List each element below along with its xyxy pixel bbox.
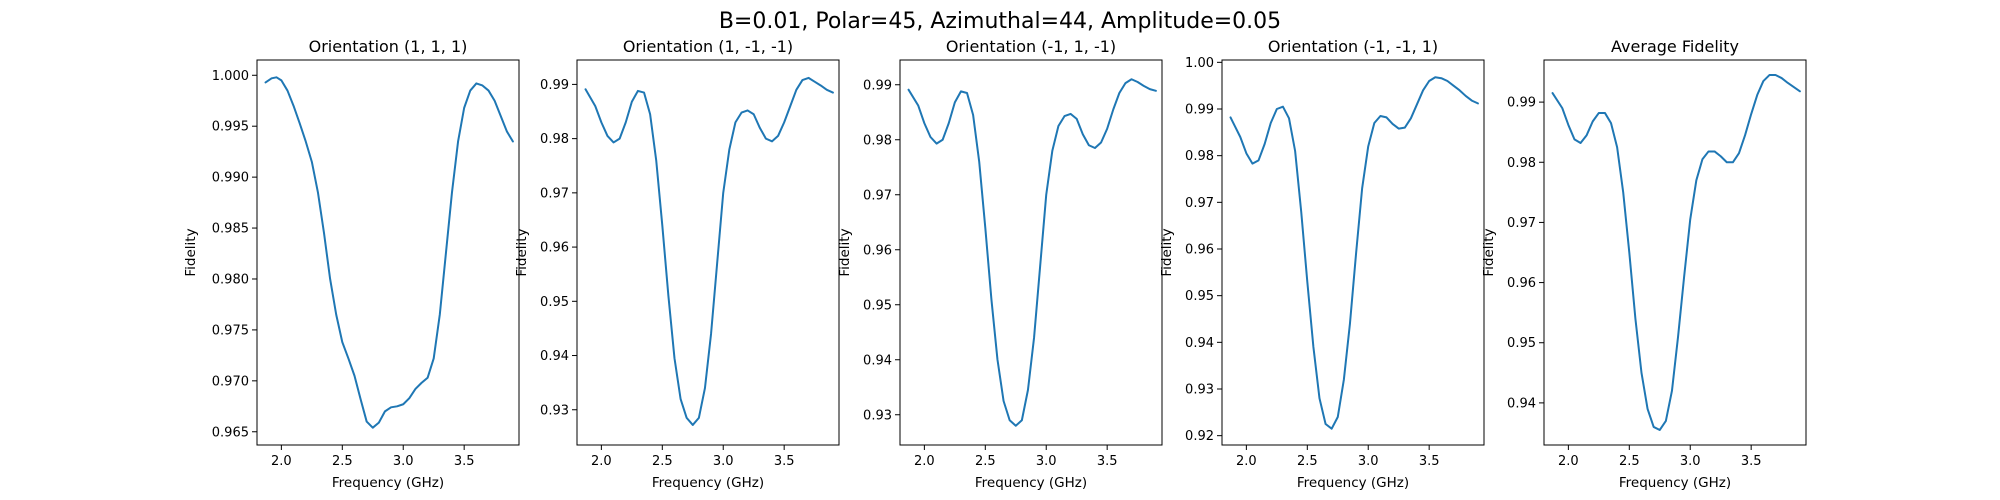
y-tick-label: 0.995 xyxy=(212,120,249,135)
subplot-orientation-111: Orientation (1, 1, 1) 2.0 2.5 3.0 3.5 0.965 0.… xyxy=(183,37,520,491)
x-tick-label: 3.0 xyxy=(1036,454,1057,469)
y-axis-label: Fidelity xyxy=(1159,228,1175,276)
plot-frame xyxy=(1543,59,1807,446)
x-tick-label: 2.5 xyxy=(1619,454,1640,469)
y-axis-label: Fidelity xyxy=(1481,228,1497,276)
figure-suptitle: B=0.01, Polar=45, Azimuthal=44, Amplitud… xyxy=(719,9,1281,34)
subplot-orientation-m1-m1-1: Orientation (-1, -1, 1) 2.0 2.5 3.0 3.5 0.92 0… xyxy=(1159,37,1485,491)
y-tick-label: 0.97 xyxy=(1507,216,1536,231)
y-tick-label: 0.95 xyxy=(863,298,892,313)
y-tick-label: 0.94 xyxy=(1507,396,1536,411)
x-tick-label: 2.5 xyxy=(975,454,996,469)
y-tick-label: 0.97 xyxy=(540,186,569,201)
y-tick-label: 0.94 xyxy=(863,353,892,368)
x-axis-label: Frequency (GHz) xyxy=(652,475,764,491)
y-tick-label: 0.92 xyxy=(1185,429,1214,444)
y-tick-label: 1.000 xyxy=(212,69,249,84)
subplot-title: Orientation (-1, 1, -1) xyxy=(946,37,1116,56)
y-tick-label: 0.99 xyxy=(863,78,892,93)
y-tick-label: 0.93 xyxy=(540,403,569,418)
plot-frame xyxy=(1221,59,1485,446)
x-axis-label: Frequency (GHz) xyxy=(332,475,444,491)
series-line xyxy=(1229,76,1479,430)
plot-frame xyxy=(576,59,840,446)
y-tick-label: 0.975 xyxy=(212,323,249,338)
y-tick-label: 0.96 xyxy=(1185,243,1214,258)
y-tick-label: 0.98 xyxy=(1185,149,1214,164)
y-tick-label: 0.990 xyxy=(212,171,249,186)
series-line xyxy=(1551,74,1801,431)
x-tick-label: 2.5 xyxy=(652,454,673,469)
x-tick-label: 2.0 xyxy=(591,454,612,469)
y-tick-label: 0.980 xyxy=(212,272,249,287)
y-tick-label: 0.98 xyxy=(1507,156,1536,171)
x-tick-label: 3.5 xyxy=(1741,454,1762,469)
y-tick-label: 0.94 xyxy=(540,349,569,364)
y-tick-label: 0.95 xyxy=(540,295,569,310)
x-tick-label: 2.0 xyxy=(1558,454,1579,469)
subplot-title: Orientation (1, 1, 1) xyxy=(309,37,468,56)
y-tick-label: 0.99 xyxy=(540,78,569,93)
x-tick-label: 3.5 xyxy=(454,454,475,469)
plot-frame xyxy=(899,59,1163,446)
x-tick-label: 3.0 xyxy=(1358,454,1379,469)
series-line xyxy=(907,78,1157,427)
x-tick-label: 3.5 xyxy=(1419,454,1440,469)
x-axis-label: Frequency (GHz) xyxy=(1619,475,1731,491)
x-tick-label: 2.0 xyxy=(271,454,292,469)
x-tick-label: 2.0 xyxy=(1236,454,1257,469)
y-axis-label: Fidelity xyxy=(514,228,530,276)
y-tick-label: 0.97 xyxy=(1185,196,1214,211)
subplot-orientation-m1-1-m1: Orientation (-1, 1, -1) 2.0 2.5 3.0 3.5 0.93 0… xyxy=(837,37,1163,491)
y-tick-label: 0.94 xyxy=(1185,336,1214,351)
y-tick-label: 0.96 xyxy=(863,243,892,258)
series-line xyxy=(264,76,514,429)
x-tick-label: 3.0 xyxy=(393,454,414,469)
y-tick-label: 0.97 xyxy=(863,188,892,203)
subplot-grid: Orientation (1, 1, 1) 2.0 2.5 3.0 3.5 0.965 0.… xyxy=(183,37,1807,491)
y-tick-label: 0.96 xyxy=(1507,276,1536,291)
x-tick-label: 3.5 xyxy=(774,454,795,469)
x-tick-label: 3.0 xyxy=(713,454,734,469)
y-tick-label: 0.98 xyxy=(863,133,892,148)
y-tick-label: 0.98 xyxy=(540,132,569,147)
x-axis-label: Frequency (GHz) xyxy=(975,475,1087,491)
y-tick-label: 0.93 xyxy=(863,408,892,423)
subplot-title: Orientation (1, -1, -1) xyxy=(623,37,793,56)
subplot-title: Average Fidelity xyxy=(1611,37,1739,56)
y-tick-label: 0.985 xyxy=(212,222,249,237)
y-axis-label: Fidelity xyxy=(183,228,199,276)
x-tick-label: 2.5 xyxy=(1297,454,1318,469)
subplot-title: Orientation (-1, -1, 1) xyxy=(1268,37,1438,56)
x-tick-label: 3.5 xyxy=(1097,454,1118,469)
subplot-orientation-1-m1-m1: Orientation (1, -1, -1) 2.0 2.5 3.0 3.5 0.93 0… xyxy=(514,37,840,491)
x-axis-label: Frequency (GHz) xyxy=(1297,475,1409,491)
y-tick-label: 0.965 xyxy=(212,425,249,440)
subplot-average-fidelity: Average Fidelity 2.0 2.5 3.0 3.5 0.94 0.95 0.96… xyxy=(1481,37,1807,491)
y-tick-label: 0.99 xyxy=(1185,103,1214,118)
y-tick-label: 0.93 xyxy=(1185,383,1214,398)
y-tick-label: 0.99 xyxy=(1507,96,1536,111)
y-axis-label: Fidelity xyxy=(837,228,853,276)
x-tick-label: 3.0 xyxy=(1680,454,1701,469)
y-tick-label: 0.970 xyxy=(212,374,249,389)
y-tick-label: 1.00 xyxy=(1185,56,1214,71)
y-tick-label: 0.96 xyxy=(540,241,569,256)
x-tick-label: 2.0 xyxy=(914,454,935,469)
series-line xyxy=(584,76,834,426)
plot-frame xyxy=(256,59,520,446)
y-tick-label: 0.95 xyxy=(1185,289,1214,304)
y-tick-label: 0.95 xyxy=(1507,336,1536,351)
x-tick-label: 2.5 xyxy=(332,454,353,469)
